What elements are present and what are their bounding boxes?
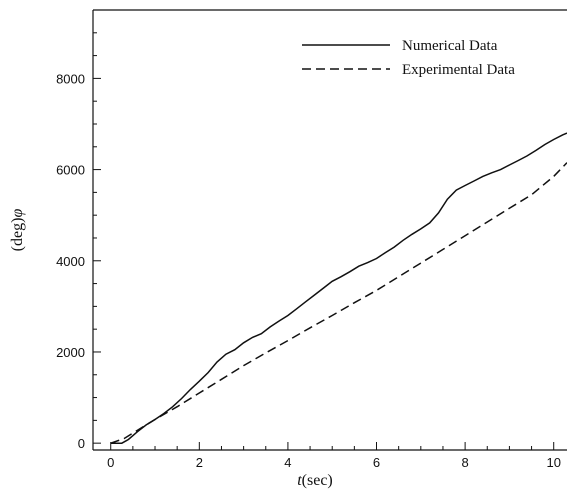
x-axis-label: t(sec) (297, 472, 333, 489)
x-tick-label: 8 (461, 455, 468, 470)
y-tick-label: 4000 (56, 254, 85, 269)
y-axis-label: (deg)φ (9, 209, 26, 252)
x-tick-label: 6 (373, 455, 380, 470)
x-axis-label-unit: (sec) (302, 472, 333, 489)
ticks: 0 2000 4000 6000 8000 0 2 4 6 8 10 (56, 9, 561, 470)
legend-label: Experimental Data (402, 62, 515, 78)
x-tick-label: 4 (284, 455, 291, 470)
legend: Numerical Data Experimental Data (302, 38, 515, 78)
series-line-experimental (110, 162, 567, 444)
x-tick-label: 10 (546, 455, 560, 470)
y-tick-label: 6000 (56, 163, 85, 178)
series-line-numerical (110, 132, 567, 444)
series-layer (110, 132, 567, 444)
y-tick-label: 2000 (56, 345, 85, 360)
y-axis-label-unit: (deg) (9, 218, 26, 252)
x-tick-label: 0 (107, 455, 114, 470)
legend-label: Numerical Data (402, 38, 498, 54)
plot-area (92, 9, 567, 451)
x-tick-label: 2 (196, 455, 203, 470)
y-tick-label: 8000 (56, 71, 85, 86)
y-tick-label: 0 (78, 436, 85, 451)
y-axis-label-italic: φ (9, 209, 26, 218)
x-axis-label-italic: t (297, 472, 302, 489)
